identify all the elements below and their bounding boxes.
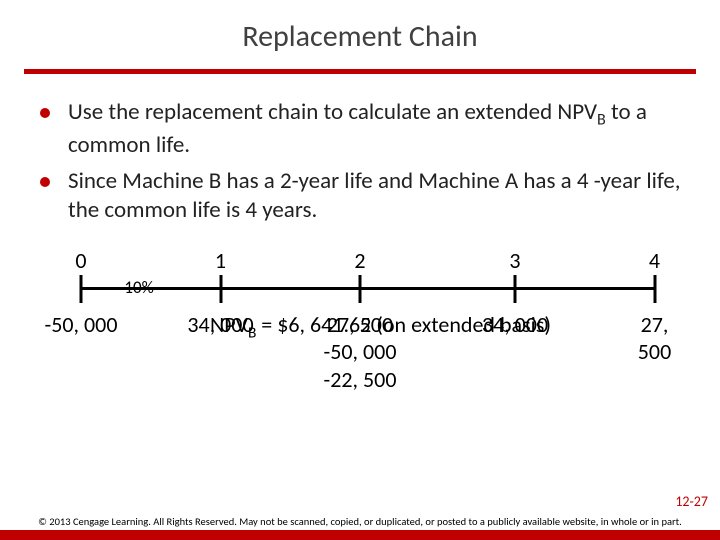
- cashflow-column: 34, 000: [482, 311, 548, 339]
- page-number: 12-27: [675, 493, 708, 510]
- timeline-period-label: 0: [75, 247, 86, 274]
- cashflow-value: -50, 000: [45, 311, 118, 339]
- bullet-icon: [40, 108, 50, 118]
- cashflow-column: 27, 500-50, 000-22, 500: [324, 311, 397, 394]
- timeline-tick: [219, 275, 222, 303]
- bullet-text-2: Since Machine B has a 2-year life and Ma…: [68, 167, 692, 225]
- slide-title: Replacement Chain: [0, 0, 720, 69]
- npv-result: NPVB = $6, 641.62 (on extended basis): [210, 311, 670, 342]
- cashflow-value: 34, 000: [482, 311, 548, 339]
- bullet-list: Use the replacement chain to calculate a…: [0, 74, 720, 225]
- bullet-icon: [40, 177, 50, 187]
- cashflow-column: -50, 000: [45, 311, 118, 339]
- cashflow-value: 27, 500: [638, 311, 671, 366]
- list-item: Use the replacement chain to calculate a…: [40, 98, 692, 159]
- timeline: 0 1 2 3 4 10%: [50, 247, 670, 307]
- cashflow-column: 27, 500: [638, 311, 671, 366]
- timeline-tick: [653, 275, 656, 303]
- cashflow-value: 27, 500: [324, 311, 397, 339]
- cashflow-value: 34, 000: [187, 311, 253, 339]
- timeline-period-label: 4: [649, 247, 660, 274]
- bottom-accent-bar: [0, 530, 720, 540]
- cashflow-value: -50, 000: [324, 338, 397, 366]
- rate-label: 10%: [124, 277, 153, 298]
- bullet-text-1: Use the replacement chain to calculate a…: [68, 98, 692, 159]
- cashflow-values: -50, 000 34, 000 27, 500-50, 000-22, 500 34…: [50, 311, 670, 421]
- copyright-text: © 2013 Cengage Learning. All Rights Rese…: [0, 515, 720, 528]
- timeline-tick: [514, 275, 517, 303]
- timeline-axis: [81, 287, 655, 290]
- timeline-period-label: 2: [354, 247, 365, 274]
- timeline-tick: [80, 275, 83, 303]
- timeline-period-label: 1: [215, 247, 226, 274]
- cashflow-column: 34, 000: [187, 311, 253, 339]
- list-item: Since Machine B has a 2-year life and Ma…: [40, 167, 692, 225]
- timeline-period-label: 3: [509, 247, 520, 274]
- timeline-tick: [359, 275, 362, 303]
- cashflow-value: -22, 500: [324, 366, 397, 394]
